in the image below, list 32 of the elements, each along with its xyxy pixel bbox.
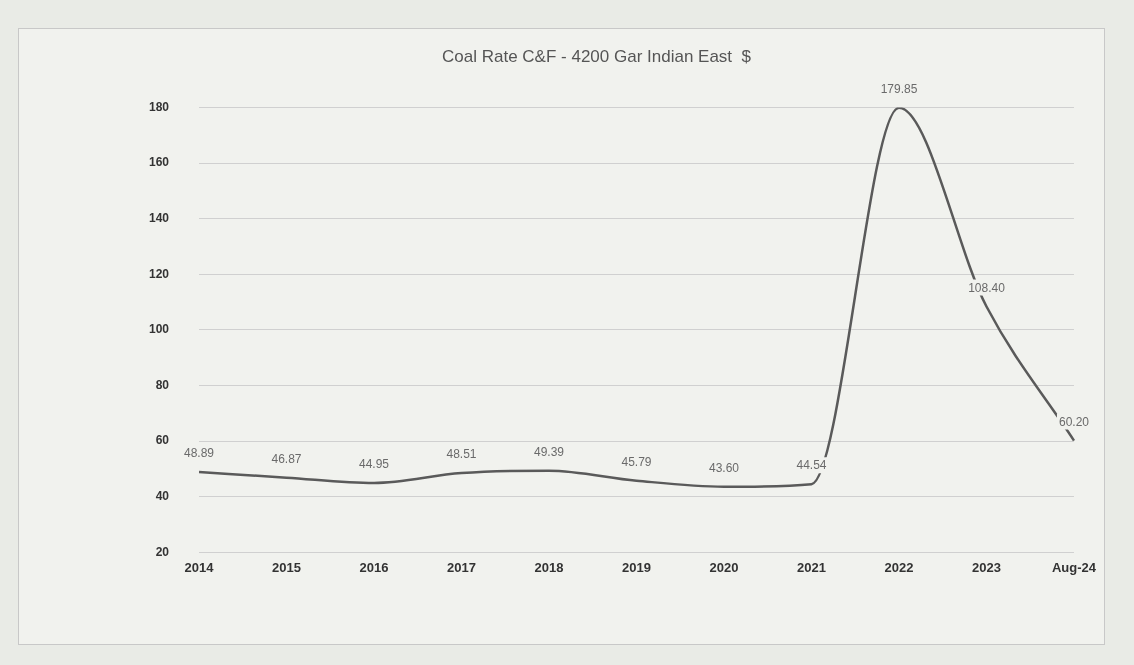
data-label: 179.85 xyxy=(880,82,918,97)
y-tick-label: 60 xyxy=(155,433,170,448)
y-tick-label: 20 xyxy=(155,544,170,559)
chart-title: Coal Rate C&F - 4200 Gar Indian East $ xyxy=(442,46,752,66)
x-tick-label: 2019 xyxy=(622,559,651,575)
data-label: 44.95 xyxy=(359,457,390,472)
x-tick-label: 2018 xyxy=(534,559,564,575)
data-label: 108.40 xyxy=(968,280,1006,295)
y-tick-label: 180 xyxy=(148,99,170,114)
x-tick-label: 2023 xyxy=(972,559,1001,575)
y-tick-label: 100 xyxy=(148,322,170,337)
data-label: 46.87 xyxy=(271,451,302,466)
x-tick-label: 2022 xyxy=(884,559,914,575)
x-tick-label: 2014 xyxy=(184,559,215,575)
x-tick-label: 2016 xyxy=(359,559,389,575)
x-tick-label: 2017 xyxy=(447,559,476,575)
data-label: 48.51 xyxy=(446,447,477,462)
data-label: 43.60 xyxy=(708,461,740,476)
y-tick-label: 40 xyxy=(155,489,170,504)
x-tick-label: 2015 xyxy=(272,559,301,575)
y-tick-label: 160 xyxy=(148,155,170,170)
data-label: 48.89 xyxy=(184,446,215,461)
data-label: 44.54 xyxy=(796,458,827,473)
x-tick-label: Aug-24 xyxy=(1051,559,1097,575)
y-tick-label: 140 xyxy=(148,210,170,225)
x-tick-label: 2020 xyxy=(709,559,739,575)
x-tick-label: 2021 xyxy=(797,559,826,575)
y-tick-label: 80 xyxy=(155,377,170,392)
data-label: 45.79 xyxy=(621,454,652,469)
data-label: 49.39 xyxy=(533,444,565,459)
y-tick-label: 120 xyxy=(148,266,170,281)
data-label: 60.20 xyxy=(1058,414,1090,429)
